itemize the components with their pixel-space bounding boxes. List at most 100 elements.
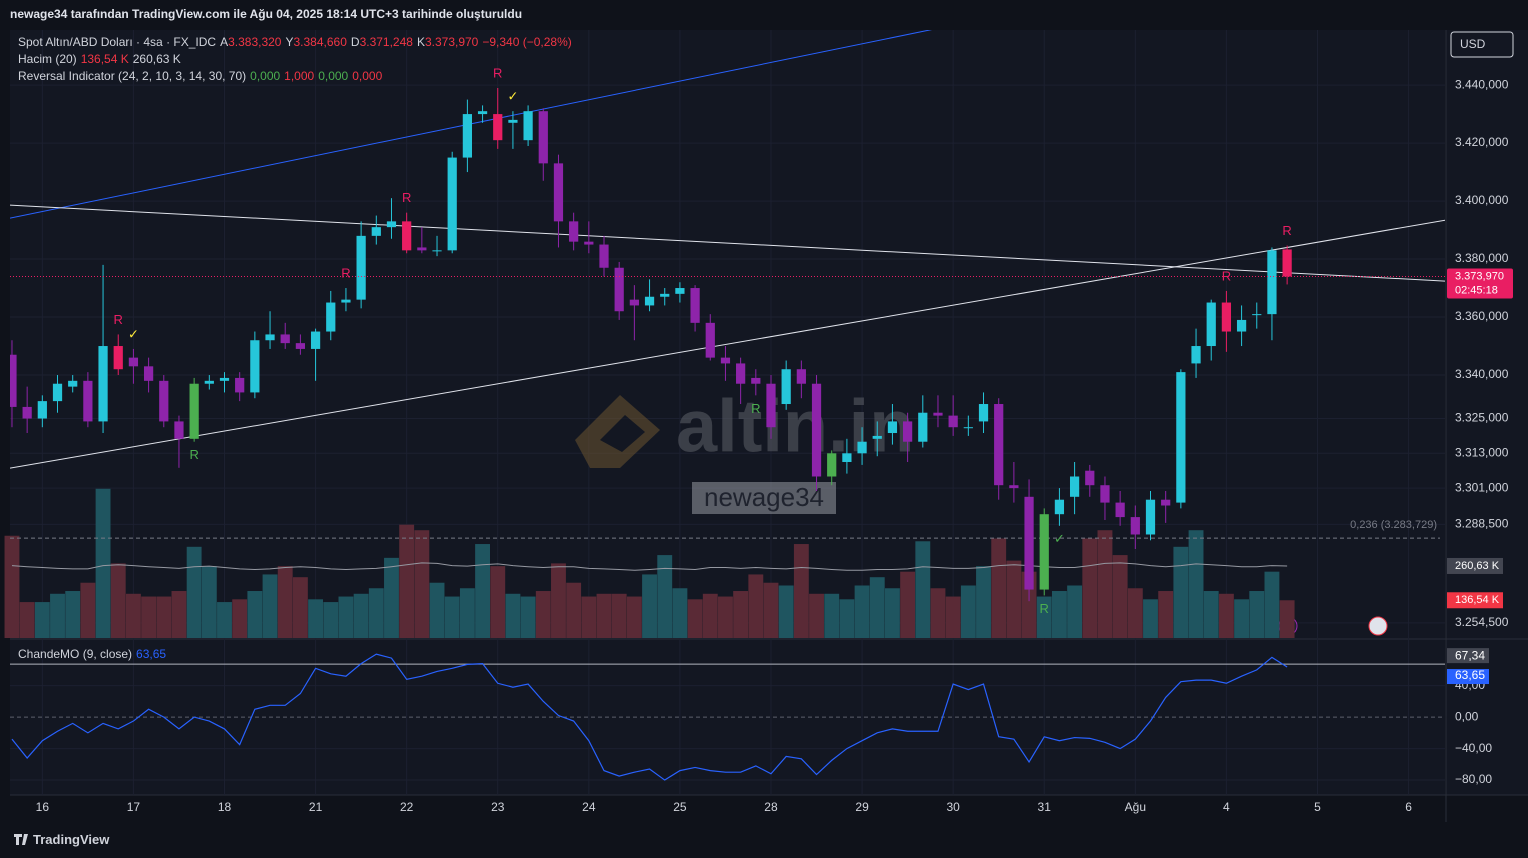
volume-bar <box>110 563 126 638</box>
volume-bar <box>793 544 809 638</box>
candle-body <box>644 296 655 306</box>
volume-bar <box>4 535 20 638</box>
cmo-last-box <box>1447 669 1489 685</box>
volume-bar <box>1051 591 1067 638</box>
x-tick-label: 4 <box>1223 800 1230 814</box>
candle-body <box>1130 517 1140 535</box>
volume-bar <box>80 582 96 638</box>
reversal-mark: R <box>1282 223 1291 238</box>
candle-body <box>781 369 791 405</box>
candle-body <box>98 346 108 422</box>
candle-body <box>887 421 898 434</box>
volume-bar <box>702 593 718 638</box>
candle-body <box>493 114 503 141</box>
cmo-name: ChandeMO (9, close) <box>18 647 133 661</box>
y-tick-label: 3.400,000 <box>1455 193 1509 207</box>
countdown: 02:45:18 <box>1455 284 1498 296</box>
candle-body <box>705 322 715 358</box>
legend-cmo: ChandeMO (9, close) 63,65 <box>18 647 170 661</box>
currency[interactable]: USD <box>1460 37 1486 51</box>
x-tick-label: 28 <box>764 800 778 814</box>
candle-body <box>10 354 17 407</box>
candle-body <box>432 250 442 252</box>
candle-body <box>1069 476 1080 497</box>
volume-bar <box>141 596 157 638</box>
candle-body <box>250 340 260 393</box>
candle-body <box>872 435 882 439</box>
axis-background <box>1446 30 1528 795</box>
candle-body <box>1176 372 1186 503</box>
reversal-mark: R <box>1222 268 1231 283</box>
candle-body <box>22 406 32 419</box>
y-tick-label: −40,00 <box>1455 741 1492 755</box>
volume-bar <box>748 574 764 638</box>
candle-body <box>1115 502 1125 518</box>
candle-body <box>963 427 973 429</box>
volume-bar <box>247 591 263 638</box>
ohlc-value: 3.384,660 <box>293 35 347 49</box>
ohlc-prefix: Y <box>285 35 294 49</box>
flag-icon[interactable] <box>1368 616 1388 636</box>
candle-body <box>204 380 214 384</box>
volume-bar <box>1067 585 1083 638</box>
candle-body <box>553 163 564 222</box>
volume-bar <box>125 593 141 638</box>
candle-body <box>1085 470 1095 486</box>
y-tick-label: −80,00 <box>1455 772 1492 786</box>
y-tick-label: 0,00 <box>1455 709 1479 723</box>
candle-body <box>128 357 139 367</box>
y-tick-label: 3.325,000 <box>1455 411 1509 425</box>
volume-bar <box>869 577 885 638</box>
trend-line <box>10 219 1445 469</box>
volume-bar <box>1203 591 1219 638</box>
candle-body <box>402 221 412 251</box>
candle-body <box>508 119 518 123</box>
candle-body <box>675 288 685 294</box>
watermark-logo <box>600 415 645 452</box>
change: −9,340 (−0,28%) <box>482 35 572 49</box>
reversal-value: 0,000 <box>352 69 383 83</box>
volume-ma <box>11 562 1288 571</box>
volume-bar <box>1279 600 1295 638</box>
y-tick-label: 3.420,000 <box>1455 135 1509 149</box>
volume-bar <box>1173 546 1189 638</box>
volume-bar <box>626 596 642 638</box>
volume-bar <box>217 602 232 638</box>
volume-bar <box>809 593 824 638</box>
volume-bar <box>930 588 946 638</box>
volume-bar <box>1006 560 1022 638</box>
volume-bar <box>960 585 976 638</box>
ohlc-value: 3.383,320 <box>228 35 282 49</box>
candle-body <box>1236 319 1247 332</box>
cmo-upper-box <box>1447 648 1489 664</box>
volume-bar <box>490 566 506 638</box>
last-price-label: 3.373,970 <box>1455 270 1504 282</box>
volume-bar <box>308 599 324 638</box>
candle-body <box>356 235 366 300</box>
candle-body <box>1039 514 1049 590</box>
volume-bar <box>535 591 551 638</box>
volume-bar <box>1127 588 1143 638</box>
volume-bar <box>520 596 536 638</box>
symbol: Spot Altın/ABD Doları · 4sa · FX_IDC <box>18 35 217 49</box>
reversal-value: 1,000 <box>284 69 315 83</box>
candle-body <box>462 114 472 158</box>
volume-bar <box>778 585 794 638</box>
reversal-value: 0,000 <box>318 69 349 83</box>
plot-background <box>10 30 1445 795</box>
candle-body <box>174 421 184 439</box>
candle-body <box>143 366 154 381</box>
volume-bar <box>611 593 627 638</box>
candle-body <box>113 346 123 370</box>
currency-button[interactable] <box>1450 31 1514 58</box>
trend-line <box>10 204 1445 282</box>
legend-reversal: Reversal Indicator (24, 2, 10, 3, 14, 30… <box>18 69 386 83</box>
candle-body <box>235 377 245 393</box>
reversal-mark: R <box>493 65 502 80</box>
candle-body <box>68 380 78 387</box>
volume-bar <box>156 596 172 638</box>
ohlc-prefix: D <box>350 35 360 49</box>
volume-bar <box>1188 530 1204 638</box>
y-tick-label: 3.340,000 <box>1455 367 1509 381</box>
candle-body <box>280 334 290 344</box>
